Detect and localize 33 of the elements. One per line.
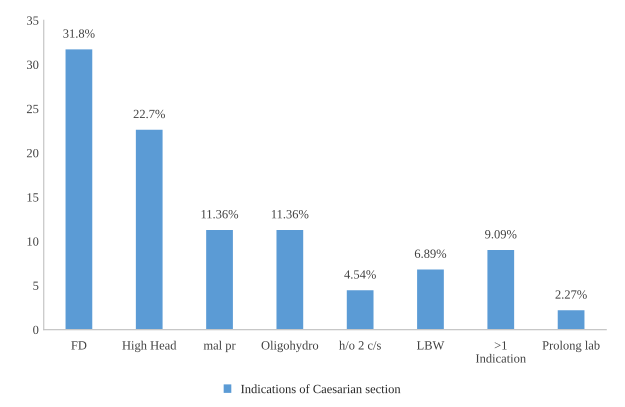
y-tick-label: 15 bbox=[27, 193, 38, 202]
y-tick-label: 5 bbox=[33, 282, 38, 290]
data-label: 11.36% bbox=[202, 210, 238, 218]
bar bbox=[416, 268, 446, 330]
y-tick-label: 30 bbox=[26, 60, 38, 69]
x-tick-label: Prolong lab bbox=[542, 340, 600, 352]
y-tick-label: 35 bbox=[26, 16, 38, 25]
data-label: 6.89% bbox=[414, 249, 446, 258]
bar bbox=[64, 48, 94, 330]
bar bbox=[556, 308, 586, 330]
legend-label: Indications of Caesarian section bbox=[241, 384, 400, 394]
bar bbox=[204, 228, 234, 330]
y-tick-label: 25 bbox=[26, 104, 38, 114]
y-tick-label: 10 bbox=[27, 237, 38, 246]
bar bbox=[486, 248, 516, 330]
x-tick-label: >1 Indication bbox=[476, 341, 526, 363]
data-label: 11.36% bbox=[272, 210, 308, 218]
data-label: 4.54% bbox=[344, 270, 376, 279]
data-label: 9.09% bbox=[485, 230, 516, 239]
data-label: 31.8% bbox=[63, 29, 95, 38]
x-tick-label: mal pr bbox=[204, 340, 236, 352]
y-tick-label: 0 bbox=[33, 326, 38, 334]
bar bbox=[345, 288, 375, 330]
data-label: 22.7% bbox=[134, 110, 165, 118]
x-tick-label: LBW bbox=[416, 341, 444, 350]
bar bbox=[275, 228, 305, 330]
y-tick-label: 20 bbox=[26, 148, 38, 158]
x-tick-label: FD bbox=[71, 341, 86, 350]
x-tick-label: h/o 2 c/s bbox=[339, 340, 381, 350]
x-tick-label: High Head bbox=[122, 340, 176, 352]
data-label: 2.27% bbox=[556, 290, 587, 299]
bar bbox=[134, 128, 164, 330]
x-tick-label: Oligohydro bbox=[262, 340, 318, 352]
